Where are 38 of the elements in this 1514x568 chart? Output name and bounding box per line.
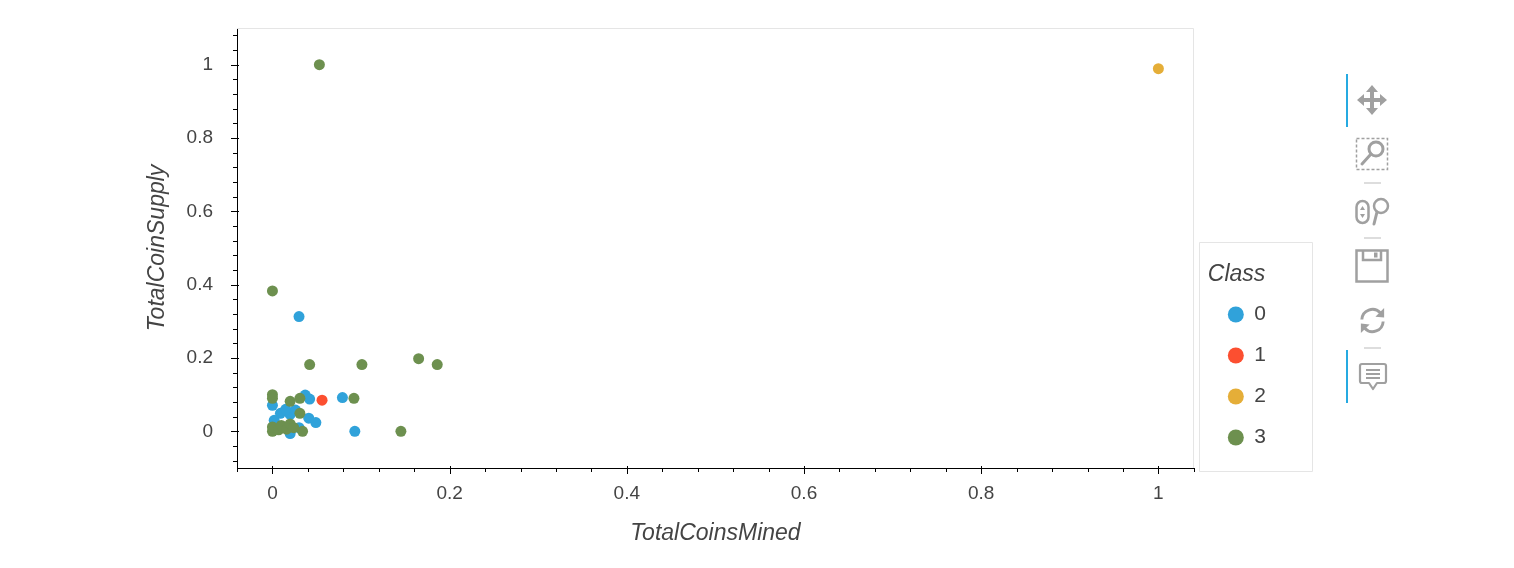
point [293, 311, 305, 323]
legend-label: 0 [1254, 301, 1267, 325]
point [294, 392, 306, 404]
legend-label: 3 [1254, 424, 1267, 448]
x-axis-title: TotalCoinsMined [630, 518, 802, 545]
y-tick-label: 0.8 [186, 126, 213, 148]
x-tick-label: 0.6 [790, 481, 818, 503]
point [304, 393, 316, 405]
point [266, 285, 278, 297]
point [284, 395, 296, 407]
legend-title: Class [1207, 260, 1266, 287]
x-tick-label: 0.2 [436, 481, 463, 503]
point [310, 417, 322, 429]
y-tick-label: 0.4 [186, 272, 214, 294]
legend-label: 1 [1254, 342, 1267, 366]
point [349, 425, 361, 437]
point [304, 359, 316, 371]
y-tick-label: 0.2 [186, 346, 213, 368]
x-tick-label: 0.4 [613, 481, 641, 503]
y-tick-label: 0 [202, 419, 213, 441]
x-tick-label: 0.8 [967, 481, 995, 503]
point [413, 353, 425, 365]
point [348, 392, 360, 404]
x-tick-label: 0 [267, 481, 278, 503]
point [294, 407, 306, 419]
point [297, 425, 309, 437]
y-axis-title: TotalCoinSupply [143, 163, 170, 332]
point [395, 425, 407, 437]
y-tick-label: 1 [202, 52, 213, 74]
point [431, 359, 443, 371]
point [336, 392, 348, 404]
point [316, 394, 328, 406]
legend-label: 2 [1254, 383, 1267, 407]
point [356, 359, 368, 371]
y-tick-label: 0.6 [186, 199, 213, 221]
x-tick-label: 1 [1153, 481, 1164, 503]
point [313, 59, 325, 71]
point [1152, 63, 1164, 75]
